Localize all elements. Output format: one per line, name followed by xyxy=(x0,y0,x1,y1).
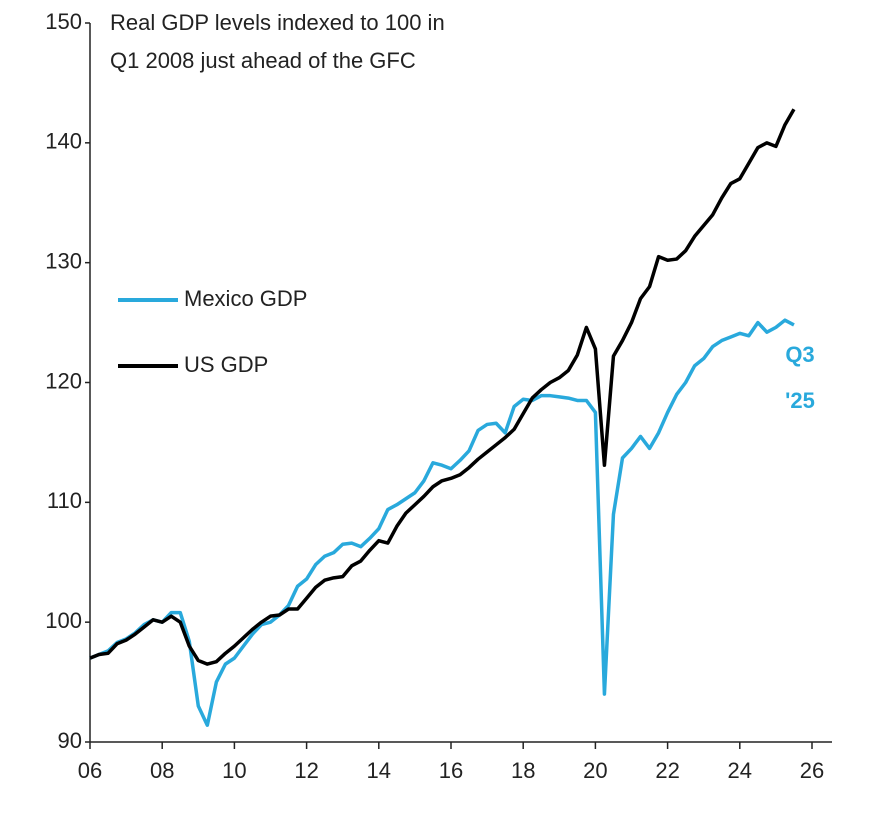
x-tick-label: 12 xyxy=(294,758,318,783)
chart-title: Real GDP levels indexed to 100 in xyxy=(110,10,445,35)
series-line xyxy=(89,318,795,727)
legend-label: Mexico GDP xyxy=(184,286,307,311)
x-tick-label: 16 xyxy=(439,758,463,783)
y-tick-label: 130 xyxy=(45,248,82,273)
legend-label: US GDP xyxy=(184,352,268,377)
x-tick-label: 24 xyxy=(728,758,752,783)
y-tick-label: 90 xyxy=(58,728,82,753)
annotation: '25 xyxy=(785,388,815,413)
x-tick-label: 08 xyxy=(150,758,174,783)
y-tick-label: 110 xyxy=(47,488,82,513)
y-tick-label: 140 xyxy=(45,129,82,154)
x-tick-label: 26 xyxy=(800,758,824,783)
series-line xyxy=(89,108,796,666)
x-tick-label: 14 xyxy=(367,758,391,783)
x-tick-label: 10 xyxy=(222,758,246,783)
x-tick-label: 20 xyxy=(583,758,607,783)
x-tick-label: 22 xyxy=(655,758,679,783)
y-tick-label: 100 xyxy=(45,608,82,633)
chart-title: Q1 2008 just ahead of the GFC xyxy=(110,48,416,73)
x-tick-label: 06 xyxy=(78,758,102,783)
y-tick-label: 120 xyxy=(45,368,82,393)
annotation: Q3 xyxy=(785,342,814,367)
y-tick-label: 150 xyxy=(45,9,82,34)
x-tick-label: 18 xyxy=(511,758,535,783)
